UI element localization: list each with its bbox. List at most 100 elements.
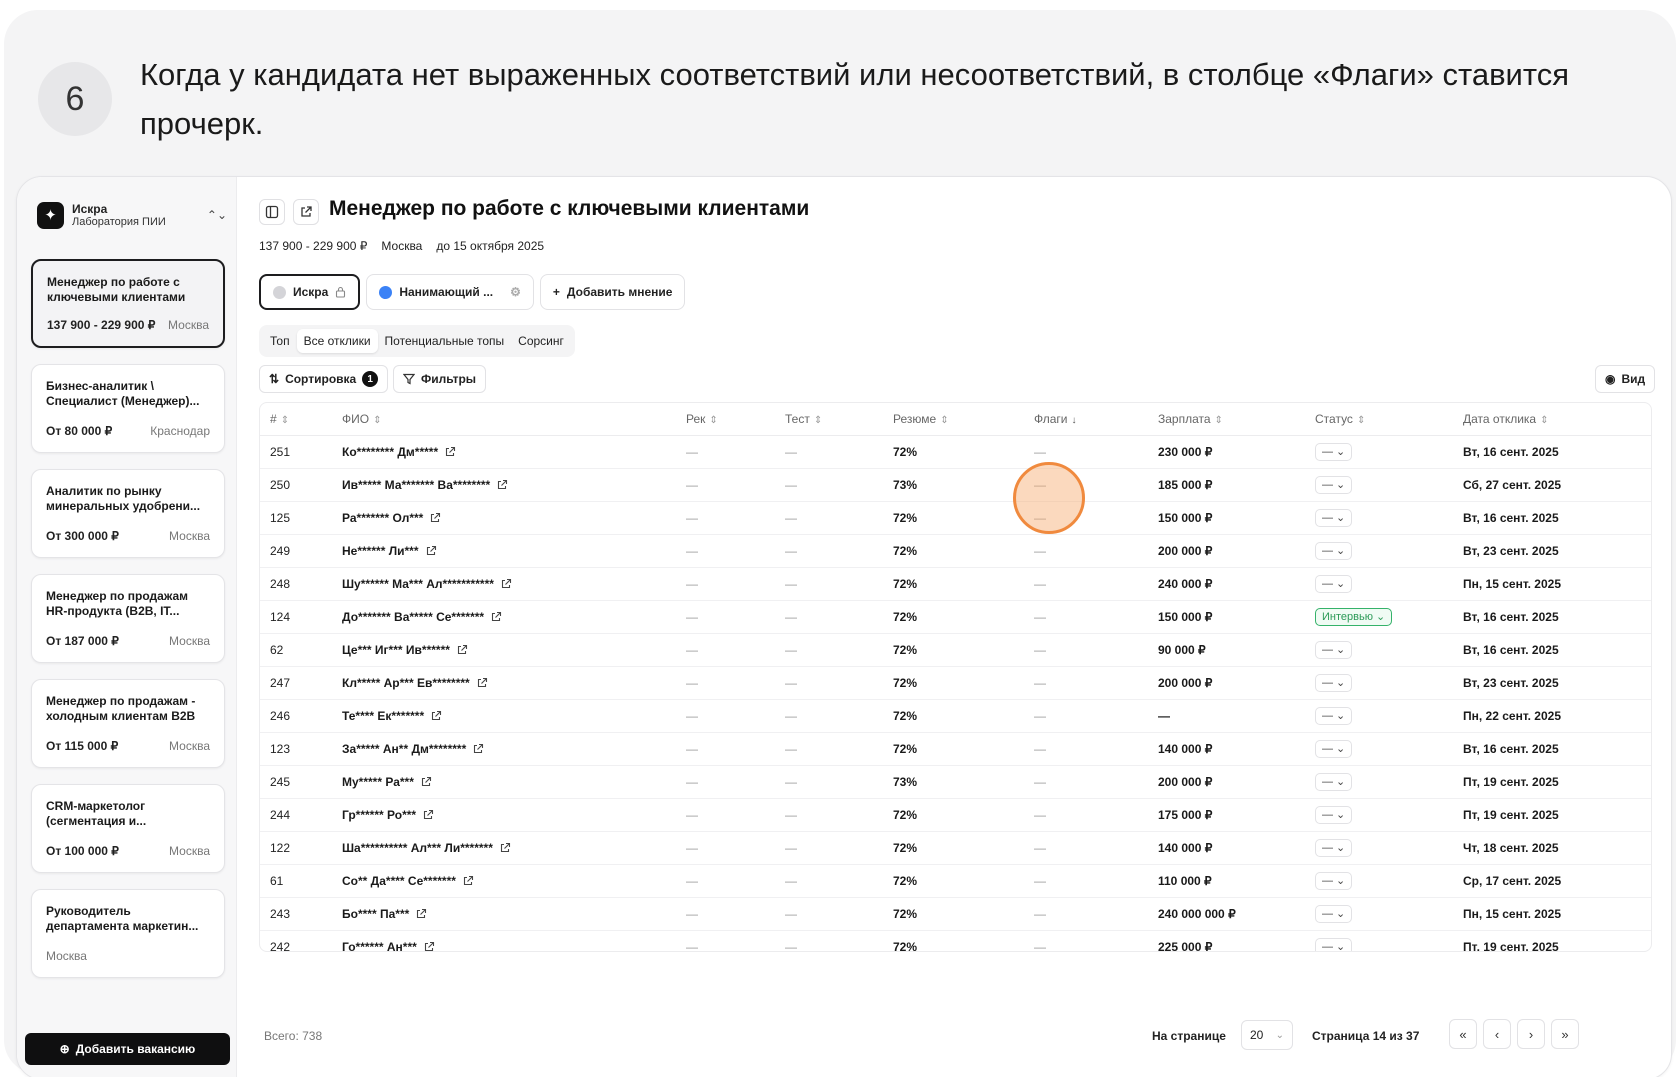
table-row[interactable]: 251 Ко******** Дм***** — —72% —230 000 ₽ — ⌄ Вт… <box>260 435 1651 469</box>
cell-salary: 150 000 ₽ <box>1148 600 1305 634</box>
opinion-chips: Искра Нанимающий ... ⚙ + Добавить мнение <box>259 274 686 310</box>
next-page-button[interactable]: › <box>1517 1019 1545 1049</box>
cell-fio[interactable]: Му***** Ра*** <box>332 765 676 799</box>
eye-icon: ◉ <box>1605 372 1616 386</box>
tab-potential-top[interactable]: Потенциальные топы <box>384 334 505 348</box>
cell-fio[interactable]: Гр****** Ро*** <box>332 798 676 832</box>
tab-top[interactable]: Топ <box>270 334 290 348</box>
sort-button[interactable]: ⇅ Сортировка 1 <box>259 365 389 393</box>
status-select[interactable]: — ⌄ <box>1315 739 1353 758</box>
status-select[interactable]: — ⌄ <box>1315 706 1353 725</box>
vacancy-card[interactable]: Руководитель департамента маркетин... Мо… <box>31 889 225 978</box>
table-row[interactable]: 246 Те**** Ек******* — —72% — — — ⌄ Пн, 22 сент.… <box>260 699 1651 733</box>
sidebar-toggle-button[interactable] <box>259 199 285 225</box>
vacancy-card[interactable]: Бизнес-аналитик \ Специалист (Менеджер).… <box>31 364 225 453</box>
col-date[interactable]: Дата отклика ⇕ <box>1453 403 1651 436</box>
col-salary[interactable]: Зарплата ⇕ <box>1148 403 1305 436</box>
view-button[interactable]: ◉ Вид <box>1595 365 1656 393</box>
vacancy-card[interactable]: Менеджер по продажам - холодным клиентам… <box>31 679 225 768</box>
status-select[interactable]: — ⌄ <box>1315 640 1353 659</box>
cell-flags: — <box>1024 567 1148 601</box>
cell-date: Вт, 16 сент. 2025 <box>1453 633 1651 667</box>
vacancy-card[interactable]: CRM-маркетолог (сегментация и... От 100 … <box>31 784 225 873</box>
chevron-down-icon: ⌄ <box>1275 1029 1284 1041</box>
cell-fio[interactable]: Со** Да**** Се******* <box>332 864 676 898</box>
table-row[interactable]: 248 Шу****** Ма*** Ал*********** — —72% —240… <box>260 567 1651 601</box>
col-resume[interactable]: Резюме ⇕ <box>883 403 1024 436</box>
status-select[interactable]: — ⌄ <box>1315 838 1353 857</box>
cell-fio[interactable]: Бо**** Па*** <box>332 897 676 931</box>
tab-sourcing[interactable]: Сорсинг <box>518 334 564 348</box>
status-select[interactable]: — ⌄ <box>1315 772 1353 791</box>
cell-status: — ⌄ <box>1305 897 1453 931</box>
status-select[interactable]: — ⌄ <box>1315 508 1353 527</box>
col-test[interactable]: Тест ⇕ <box>775 403 883 436</box>
table-row[interactable]: 62 Це*** Иг*** Ив****** — —72% —90 000 ₽ — ⌄ Вт… <box>260 633 1651 667</box>
cell-fio[interactable]: Кл***** Ар*** Ев******** <box>332 666 676 700</box>
col-fio[interactable]: ФИО ⇕ <box>332 403 676 436</box>
col-flags[interactable]: Флаги ↓ <box>1024 403 1148 436</box>
cell-fio[interactable]: Це*** Иг*** Ив****** <box>332 633 676 667</box>
status-select[interactable]: Интервью ⌄ <box>1315 607 1393 626</box>
add-opinion-button[interactable]: + Добавить мнение <box>539 274 686 310</box>
external-link-icon <box>421 776 431 786</box>
cell-fio[interactable]: За***** Ан** Дм******** <box>332 732 676 766</box>
cell-fio[interactable]: Не****** Ли*** <box>332 534 676 568</box>
table-row[interactable]: 125 Ра******* Ол*** — —72% —150 000 ₽ — ⌄ Вт, 1… <box>260 501 1651 535</box>
status-select[interactable]: — ⌄ <box>1315 475 1353 494</box>
open-external-button[interactable] <box>293 199 319 225</box>
tab-all-responses[interactable]: Все отклики <box>296 329 378 353</box>
candidate-name: Шу****** Ма*** Ал*********** <box>342 576 494 591</box>
cell-fio[interactable]: Шу****** Ма*** Ал*********** <box>332 567 676 601</box>
col-status[interactable]: Статус ⇕ <box>1305 403 1453 436</box>
vacancy-card[interactable]: Аналитик по рынку минеральных удобрени..… <box>31 469 225 558</box>
status-select[interactable]: — ⌄ <box>1315 574 1353 593</box>
status-select[interactable]: — ⌄ <box>1315 805 1353 824</box>
table-row[interactable]: 247 Кл***** Ар*** Ев******** — —72% —200 000… <box>260 666 1651 700</box>
per-page-select[interactable]: 20 ⌄ <box>1241 1020 1293 1050</box>
status-select[interactable]: — ⌄ <box>1315 904 1353 923</box>
chevron-down-icon: ⌄ <box>1375 611 1386 623</box>
cell-fio[interactable]: До******* Ва***** Се******* <box>332 600 676 634</box>
cell-fio[interactable]: Го****** Ан*** <box>332 930 676 951</box>
add-vacancy-button[interactable]: ⊕ Добавить вакансию <box>25 1033 230 1065</box>
table-row[interactable]: 242 Го****** Ан*** — —72% —225 000 ₽ — ⌄ Пт, 19… <box>260 930 1651 951</box>
cell-fio[interactable]: Ив***** Ма******* Ва******** <box>332 468 676 502</box>
vacancy-card[interactable]: Менеджер по работе с ключевыми клиентами… <box>31 259 225 348</box>
table-row[interactable]: 123 За***** Ан** Дм******** — —72% —140 000 … <box>260 732 1651 766</box>
opinion-iskra-chip[interactable]: Искра <box>259 274 361 310</box>
cell-rek: — <box>676 930 775 951</box>
table-row[interactable]: 61 Со** Да**** Се******* — —72% —110 000 ₽ — ⌄… <box>260 864 1651 898</box>
status-select[interactable]: — ⌄ <box>1315 541 1353 560</box>
cell-fio[interactable]: Ко******** Дм***** <box>332 435 676 469</box>
cell-status: — ⌄ <box>1305 864 1453 898</box>
chevrons-right-icon: » <box>1561 1026 1569 1042</box>
opinion-hiring-chip[interactable]: Нанимающий ... ⚙ <box>366 274 534 310</box>
first-page-button[interactable]: « <box>1449 1019 1477 1049</box>
cell-salary: 150 000 ₽ <box>1148 501 1305 535</box>
status-select[interactable]: — ⌄ <box>1315 442 1353 461</box>
filters-button[interactable]: Фильтры <box>393 365 487 393</box>
vacancy-card[interactable]: Менеджер по продажам HR-продукта (B2B, I… <box>31 574 225 663</box>
cell-status: — ⌄ <box>1305 930 1453 951</box>
table-row[interactable]: 244 Гр****** Ро*** — —72% —175 000 ₽ — ⌄ Пт, 19… <box>260 798 1651 832</box>
status-select[interactable]: — ⌄ <box>1315 871 1353 890</box>
table-row[interactable]: 124 До******* Ва***** Се******* — —72% —150 … <box>260 600 1651 634</box>
status-value: — <box>1322 742 1333 755</box>
cell-fio[interactable]: Ша********** Ал*** Ли******* <box>332 831 676 865</box>
col-rek[interactable]: Рек ⇕ <box>676 403 775 436</box>
opinion-iskra-label: Искра <box>293 285 329 299</box>
last-page-button[interactable]: » <box>1551 1019 1579 1049</box>
table-row[interactable]: 250 Ив***** Ма******* Ва******** — —73% —185… <box>260 468 1651 502</box>
table-row[interactable]: 245 Му***** Ра*** — —73% —200 000 ₽ — ⌄ Пт, 19 … <box>260 765 1651 799</box>
table-row[interactable]: 243 Бо**** Па*** — —72% —240 000 000 ₽ — ⌄ Пн, … <box>260 897 1651 931</box>
status-select[interactable]: — ⌄ <box>1315 937 1353 951</box>
col-number[interactable]: # ⇕ <box>260 403 332 436</box>
cell-fio[interactable]: Те**** Ек******* <box>332 699 676 733</box>
status-select[interactable]: — ⌄ <box>1315 673 1353 692</box>
cell-fio[interactable]: Ра******* Ол*** <box>332 501 676 535</box>
org-switcher[interactable]: ✦ Искра Лаборатория ПИИ ⌃⌄ <box>37 195 227 235</box>
table-row[interactable]: 122 Ша********** Ал*** Ли******* — —72% —140… <box>260 831 1651 865</box>
table-row[interactable]: 249 Не****** Ли*** — —72% —200 000 ₽ — ⌄ Вт, 23… <box>260 534 1651 568</box>
prev-page-button[interactable]: ‹ <box>1483 1019 1511 1049</box>
